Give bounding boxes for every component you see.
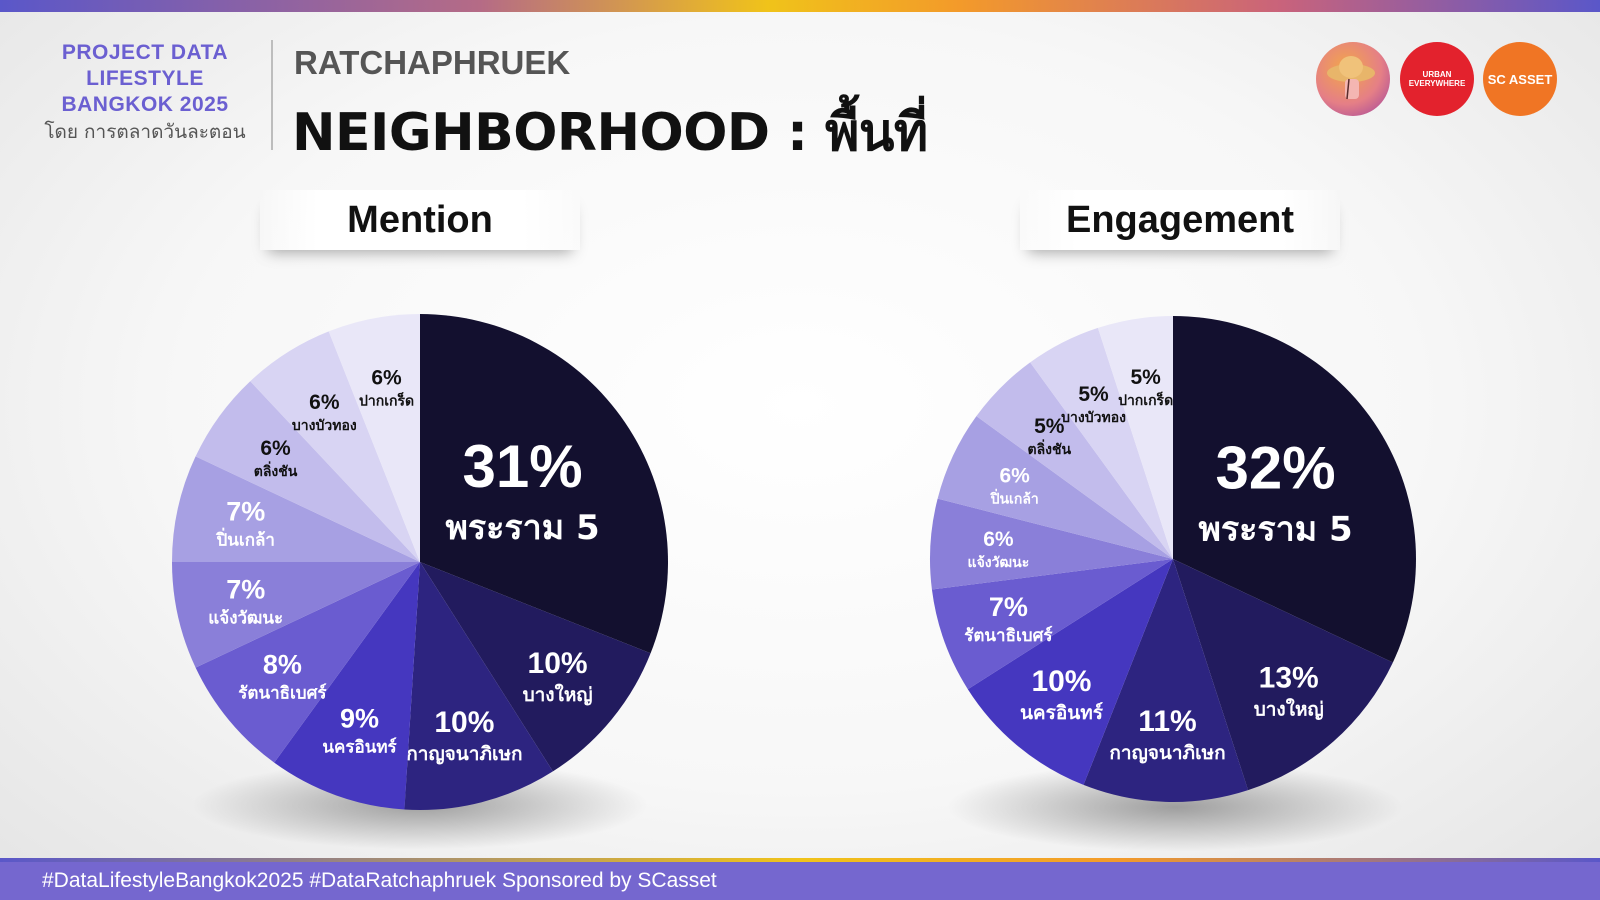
brand-block: PROJECT DATA LIFESTYLE BANGKOK 2025 โดย … bbox=[30, 40, 260, 146]
slice-category-label: กาญจนาภิเษก bbox=[1109, 742, 1225, 764]
slice-category-label: พระราม 5 bbox=[445, 508, 599, 548]
slice-value-label: 7% bbox=[226, 497, 265, 527]
slice-value-label: 10% bbox=[434, 706, 494, 739]
slice-category-label: ปากเกร็ด bbox=[1118, 391, 1173, 409]
engagement-chart-title: Engagement bbox=[1020, 190, 1340, 250]
top-gradient-stripe bbox=[0, 0, 1600, 12]
slice-value-label: 31% bbox=[463, 433, 583, 500]
pie-slice-8 bbox=[976, 362, 1173, 559]
slice-category-label: พระราม 5 bbox=[1198, 510, 1352, 550]
pie-slice-5 bbox=[195, 562, 420, 763]
pie-slice-10 bbox=[1097, 316, 1173, 559]
area-name: RATCHAPHRUEK bbox=[294, 44, 571, 81]
pie-slice-7 bbox=[937, 416, 1173, 559]
slice-category-label: แจ้งวัฒนะ bbox=[208, 608, 283, 628]
brand-line-2: LIFESTYLE bbox=[86, 67, 204, 90]
lifestyle-logo-icon bbox=[1316, 42, 1390, 116]
page-title: NEIGHBORHOOD : พื้นที่ bbox=[292, 103, 928, 163]
pie-slice-6 bbox=[930, 498, 1173, 590]
slice-category-label: ปิ่นเกล้า bbox=[216, 528, 275, 551]
footer-stripe bbox=[0, 858, 1600, 862]
pie-slice-2 bbox=[420, 562, 651, 772]
pie-slice-9 bbox=[1030, 327, 1173, 559]
slice-value-label: 10% bbox=[1031, 665, 1091, 698]
footer-hashtags: #DataLifestyleBangkok2025 #DataRatchaphr… bbox=[0, 862, 1600, 900]
pie-slice-1 bbox=[1173, 316, 1416, 663]
brand-subtitle: โดย การตลาดวันละตอน bbox=[44, 121, 246, 143]
slice-value-label: 7% bbox=[226, 574, 265, 604]
slice-category-label: ตลิ่งชัน bbox=[254, 461, 298, 480]
pie-slice-3 bbox=[404, 562, 553, 810]
mention-chart-title: Mention bbox=[260, 190, 580, 250]
pie-slice-3 bbox=[1083, 559, 1249, 802]
slice-category-label: ตลิ่งชัน bbox=[1027, 439, 1071, 458]
slice-value-label: 9% bbox=[340, 704, 379, 734]
slice-category-label: ปิ่นเกล้า bbox=[989, 488, 1039, 507]
slice-category-label: นครอินทร์ bbox=[322, 737, 397, 758]
slice-value-label: 6% bbox=[371, 367, 402, 390]
slice-category-label: รัตนาธิเบศร์ bbox=[238, 682, 327, 703]
sc-asset-logo: SC ASSET bbox=[1483, 42, 1557, 116]
urban-everywhere-logo: URBAN EVERYWHERE bbox=[1400, 42, 1474, 116]
slice-value-label: 6% bbox=[309, 391, 340, 414]
pie-slice-5 bbox=[931, 559, 1173, 690]
slice-category-label: บางบัวทอง bbox=[1061, 410, 1126, 426]
slice-value-label: 6% bbox=[1000, 464, 1031, 487]
slice-value-label: 10% bbox=[528, 647, 588, 680]
slice-value-label: 32% bbox=[1216, 435, 1336, 502]
slice-value-label: 6% bbox=[983, 528, 1014, 551]
pie-slice-10 bbox=[328, 314, 420, 562]
slice-value-label: 13% bbox=[1259, 661, 1319, 694]
slice-value-label: 5% bbox=[1130, 366, 1161, 389]
slice-category-label: แจ้งวัฒนะ bbox=[968, 555, 1030, 571]
pie-slice-2 bbox=[1173, 559, 1393, 791]
slice-value-label: 11% bbox=[1138, 705, 1196, 738]
pie-slice-9 bbox=[250, 331, 420, 562]
slice-category-label: ปากเกร็ด bbox=[359, 392, 414, 410]
slice-category-label: บางใหญ่ bbox=[523, 683, 593, 706]
brand-line-3: BANGKOK 2025 bbox=[61, 93, 229, 116]
slice-category-label: บางใหญ่ bbox=[1254, 697, 1324, 720]
slice-value-label: 8% bbox=[263, 649, 302, 679]
pie-slice-8 bbox=[195, 381, 420, 562]
slice-category-label: กาญจนาภิเษก bbox=[406, 743, 522, 765]
pie-slice-6 bbox=[172, 562, 420, 668]
pie-slice-4 bbox=[967, 559, 1173, 785]
pie-slice-1 bbox=[420, 314, 668, 654]
slice-value-label: 7% bbox=[989, 592, 1028, 622]
slice-value-label: 6% bbox=[260, 437, 291, 460]
slice-category-label: นครอินทร์ bbox=[1020, 702, 1104, 724]
slice-category-label: รัตนาธิเบศร์ bbox=[964, 625, 1053, 646]
brand-line-1: PROJECT DATA bbox=[61, 41, 229, 64]
mention-pie-chart: 31% พระราม 5 10% บางใหญ่ 10% กาญจนาภิเษก 9% นคร… bbox=[172, 314, 668, 810]
pie-slice-7 bbox=[172, 456, 420, 562]
slice-category-label: บางบัวทอง bbox=[292, 418, 357, 434]
slice-value-label: 5% bbox=[1078, 383, 1109, 406]
hat-illustration-icon bbox=[1327, 56, 1375, 100]
slice-value-label: 5% bbox=[1034, 415, 1065, 438]
header-divider bbox=[271, 40, 273, 150]
engagement-pie-chart: 32% พระราม 5 13% บางใหญ่ 11% กาญจนาภิเษก 10% นค… bbox=[930, 316, 1416, 802]
pie-slice-4 bbox=[274, 562, 420, 810]
